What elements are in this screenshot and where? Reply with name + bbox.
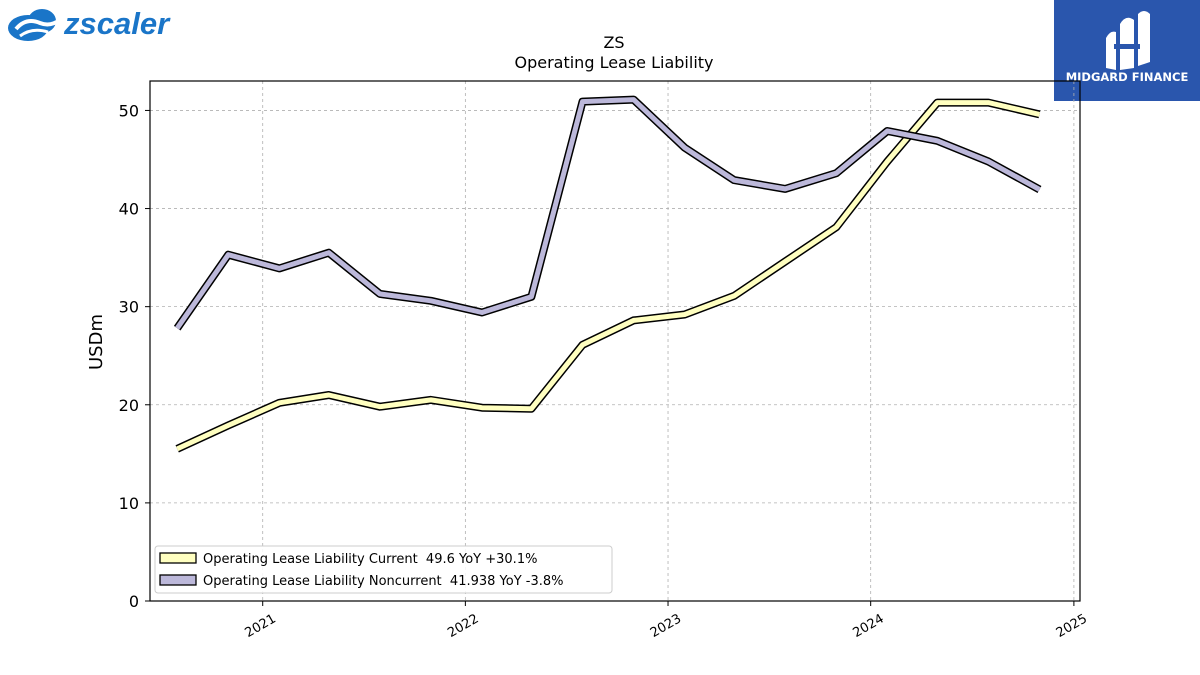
chart-title: ZS: [603, 33, 624, 52]
x-tick-label: 2022: [445, 611, 481, 641]
legend-box: [154, 545, 613, 594]
x-tick-label: 2025: [1054, 611, 1090, 641]
cloud-icon: [8, 9, 62, 41]
x-tick-label: 2023: [648, 611, 684, 641]
series-line-noncurrent: [175, 97, 1041, 330]
chart-subtitle: Operating Lease Liability: [514, 53, 713, 72]
midgard-emblem-icon: [1106, 11, 1150, 71]
legend-swatch-noncurrent: [159, 574, 197, 586]
x-tick-label: 2024: [851, 611, 887, 641]
midgard-finance-wordmark: MIDGARD FINANCE: [1066, 70, 1189, 84]
x-tick-label: 2021: [243, 611, 279, 641]
legend-label-current: Operating Lease Liability Current 49.6 Y…: [203, 552, 537, 567]
zscaler-logo: zscaler: [4, 2, 194, 46]
y-tick-label: 40: [119, 200, 139, 219]
y-axis-label: USDm: [86, 314, 107, 370]
series-layer: [173, 95, 1042, 453]
legend-swatch-current: [159, 552, 197, 564]
y-tick-label: 0: [129, 592, 139, 611]
zscaler-wordmark: zscaler: [63, 6, 171, 41]
grid: [150, 81, 1080, 602]
y-tick-label: 10: [119, 494, 139, 513]
legend: Operating Lease Liability Current 49.6 Y…: [154, 545, 613, 594]
legend-label-noncurrent: Operating Lease Liability Noncurrent 41.…: [203, 574, 564, 589]
y-tick-label: 20: [119, 396, 139, 415]
midgard-finance-logo: MIDGARD FINANCE: [1054, 0, 1200, 101]
y-tick-label: 50: [119, 101, 139, 120]
y-tick-label: 30: [119, 298, 139, 317]
plot-frame: [149, 80, 1081, 602]
series-line-current: [176, 100, 1041, 452]
